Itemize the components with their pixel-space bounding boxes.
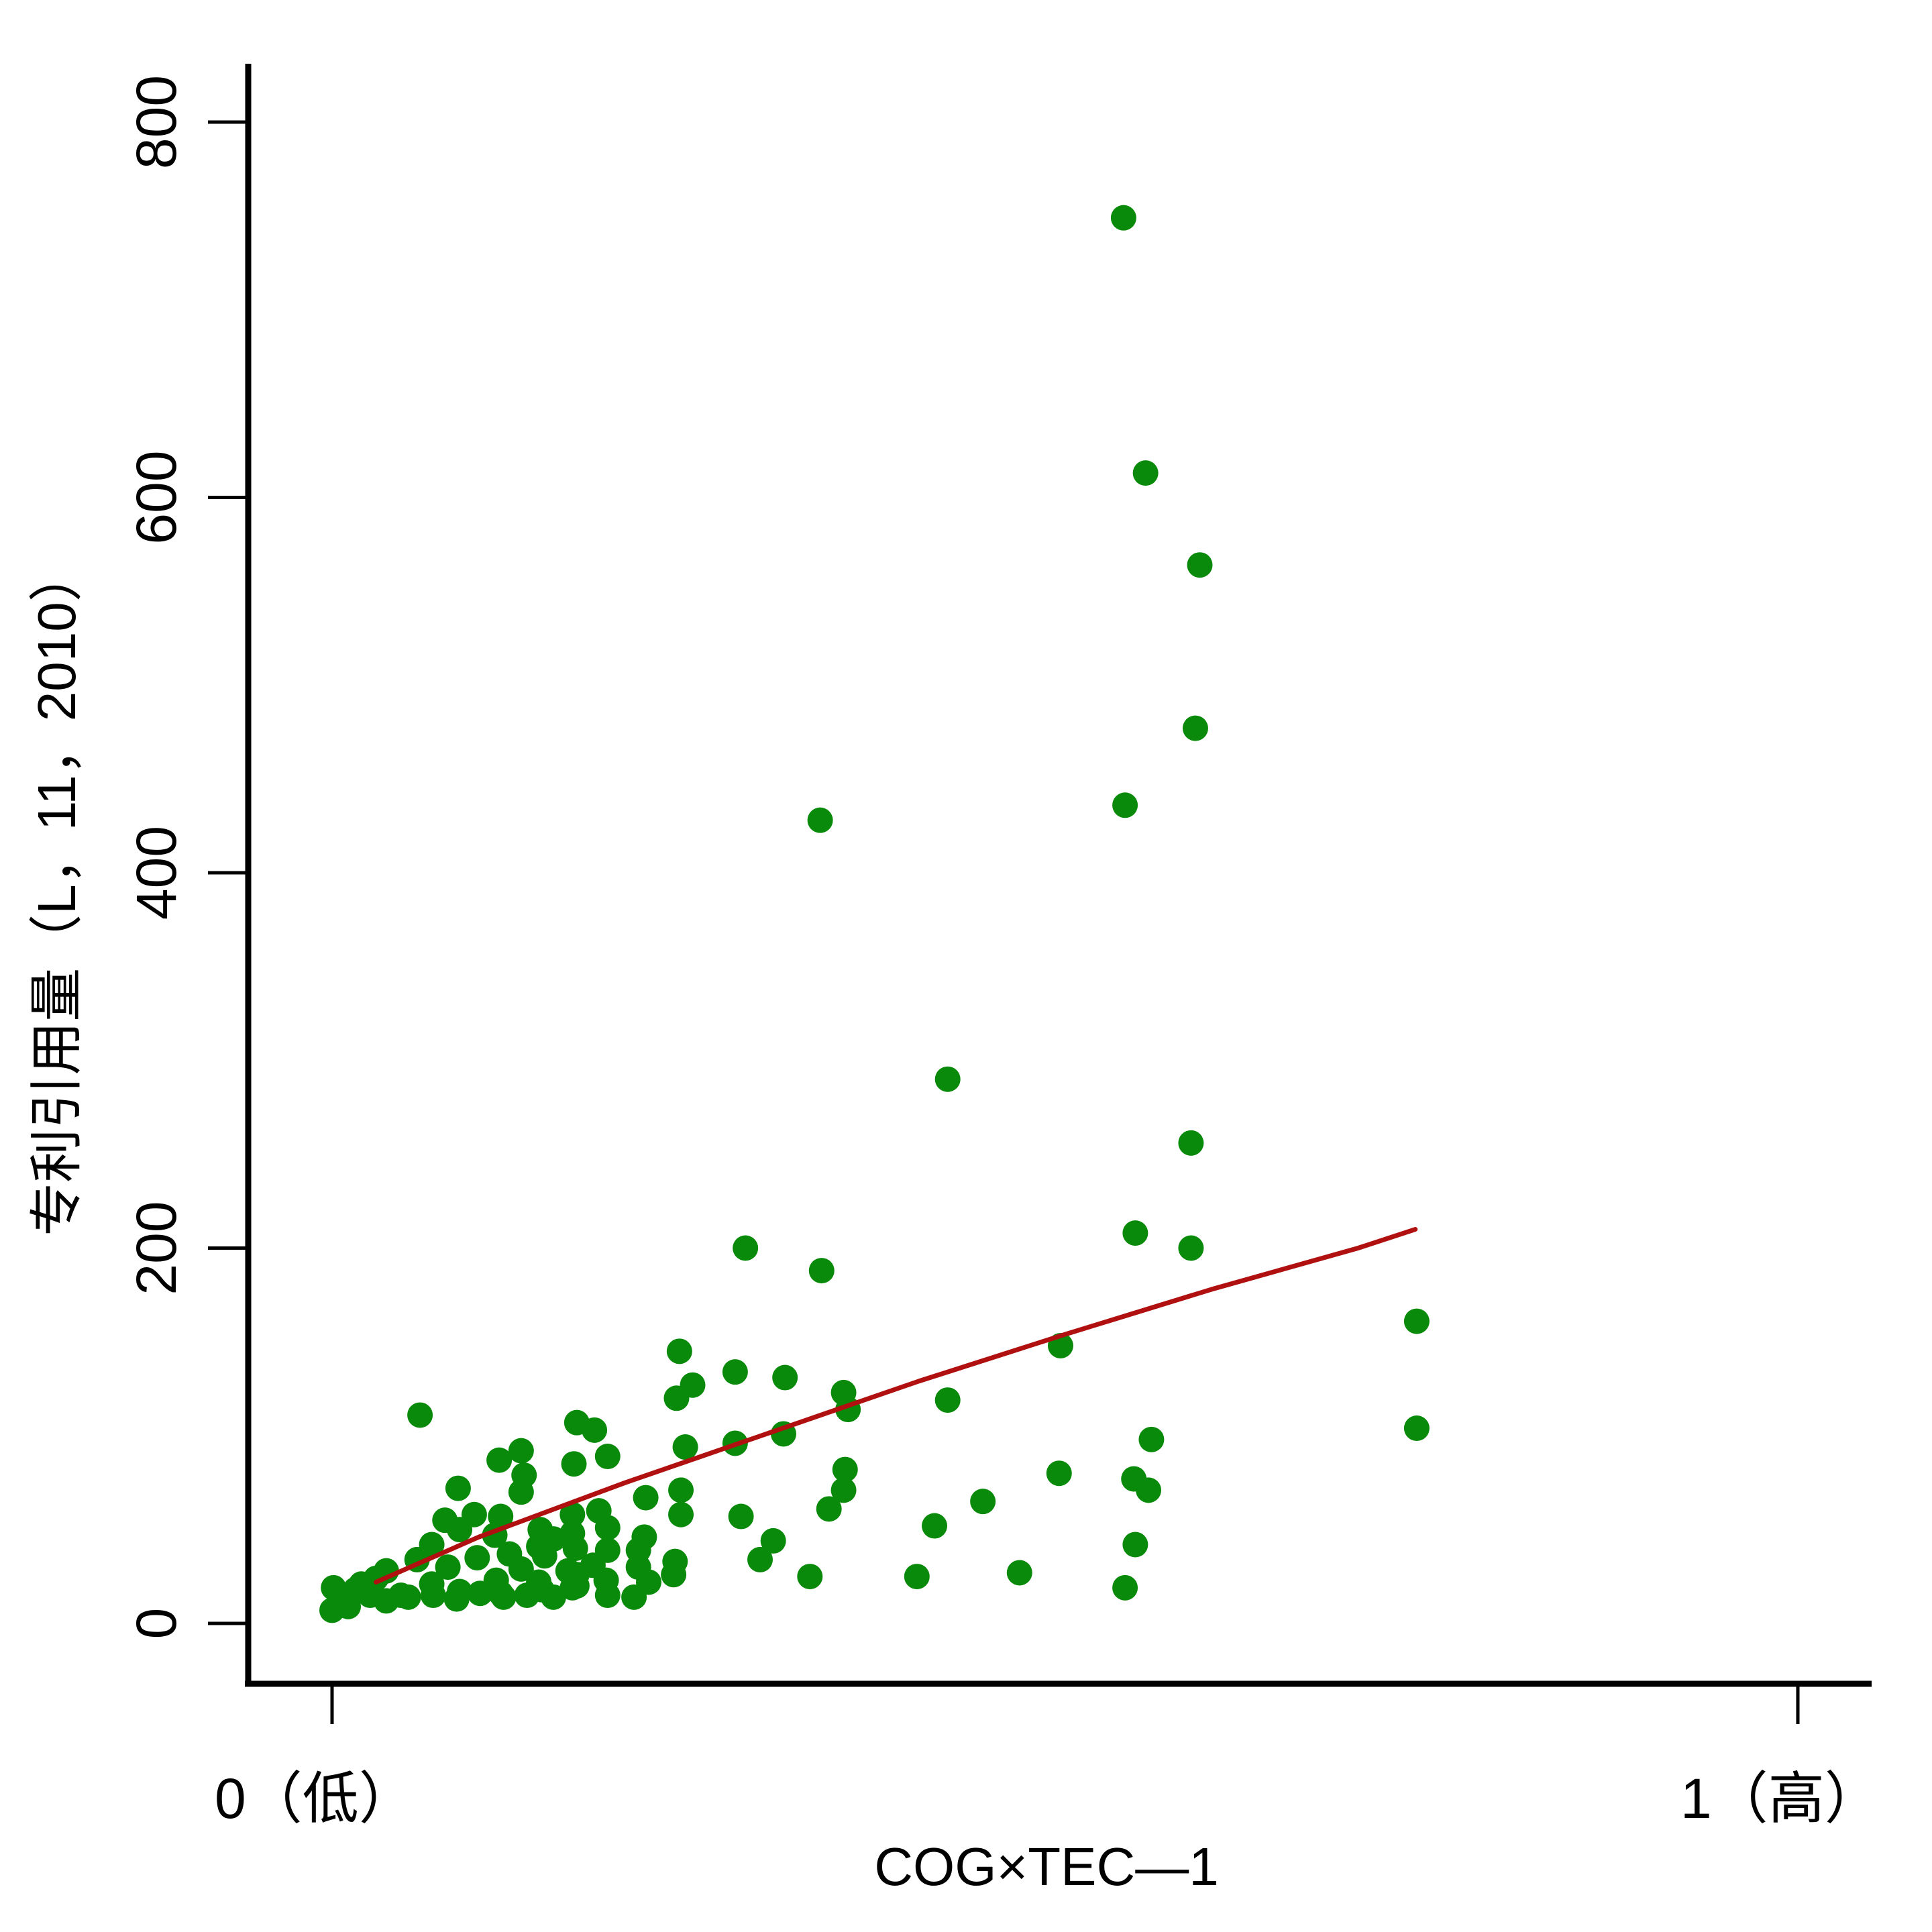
data-point <box>594 1582 621 1609</box>
data-point <box>733 1235 759 1261</box>
data-point <box>663 1385 690 1411</box>
data-point <box>467 1580 493 1607</box>
data-point <box>832 1456 858 1483</box>
data-point <box>531 1543 557 1569</box>
data-point <box>1046 1460 1072 1487</box>
data-point <box>633 1485 659 1511</box>
data-point <box>1403 1308 1430 1334</box>
data-point <box>747 1546 773 1572</box>
x-axis-ticks: 0（低） 1（高） <box>215 1684 1881 1830</box>
data-point <box>1132 460 1159 486</box>
data-point <box>934 1387 961 1413</box>
data-point <box>508 1479 534 1505</box>
x-tick-label: 1（高） <box>1680 1767 1881 1830</box>
data-point <box>760 1527 786 1554</box>
data-point <box>1112 792 1138 818</box>
data-point <box>561 1451 587 1477</box>
data-point <box>1182 715 1208 741</box>
data-point <box>395 1584 421 1610</box>
data-point <box>514 1582 540 1609</box>
y-tick-label: 800 <box>125 75 188 169</box>
y-axis-title: 专利引用量（L，11，2010） <box>27 548 87 1236</box>
data-point <box>582 1417 608 1443</box>
data-point <box>1110 205 1136 231</box>
y-tick-label: 600 <box>125 450 188 544</box>
data-point <box>594 1444 621 1470</box>
data-point <box>1178 1130 1204 1156</box>
data-point <box>508 1556 534 1582</box>
data-point <box>934 1066 961 1092</box>
data-point <box>1136 1477 1162 1503</box>
data-point <box>443 1586 470 1612</box>
data-point <box>808 1258 835 1284</box>
data-point <box>666 1338 692 1364</box>
y-axis-ticks: 0 200 400 600 800 <box>125 75 248 1639</box>
data-point <box>970 1489 996 1515</box>
fit-curve <box>374 1227 1418 1585</box>
data-point <box>668 1477 694 1503</box>
data-point <box>508 1438 534 1464</box>
data-point <box>559 1574 586 1601</box>
data-point <box>1122 1532 1148 1558</box>
y-tick-label: 200 <box>125 1201 188 1295</box>
data-point <box>420 1582 446 1609</box>
data-point <box>490 1584 517 1610</box>
data-point <box>1187 552 1213 578</box>
data-point <box>807 807 833 833</box>
data-point <box>797 1564 823 1590</box>
data-point <box>661 1562 687 1588</box>
data-point <box>1138 1426 1165 1452</box>
data-point <box>1006 1560 1032 1586</box>
data-point <box>1112 1574 1138 1601</box>
data-point <box>816 1496 842 1522</box>
data-point <box>830 1477 857 1503</box>
plot-area: 0 200 400 600 800 0（低） 1（高） <box>125 64 1881 1830</box>
data-point <box>407 1402 433 1428</box>
data-point <box>1122 1220 1148 1246</box>
scatter-points <box>319 205 1430 1623</box>
data-point <box>922 1513 948 1539</box>
x-axis-title: COG×TEC—1 <box>874 1837 1218 1896</box>
data-point <box>668 1501 694 1527</box>
y-tick-label: 0 <box>125 1608 188 1640</box>
data-point <box>672 1434 698 1460</box>
data-point <box>722 1359 748 1385</box>
data-point <box>594 1515 621 1541</box>
data-point <box>445 1475 471 1501</box>
data-point <box>464 1545 490 1571</box>
data-point <box>772 1364 798 1391</box>
data-point <box>904 1564 930 1590</box>
data-point <box>621 1584 647 1610</box>
data-point <box>1403 1415 1430 1442</box>
x-tick-label: 0（低） <box>215 1767 415 1830</box>
data-point <box>486 1447 513 1473</box>
data-point <box>559 1501 586 1527</box>
y-tick-label: 400 <box>125 826 188 920</box>
data-point <box>335 1593 362 1619</box>
data-point <box>447 1517 473 1543</box>
data-point <box>540 1584 566 1610</box>
data-point <box>728 1503 754 1529</box>
data-point <box>1178 1235 1204 1261</box>
data-point <box>562 1536 588 1562</box>
data-point <box>435 1554 461 1580</box>
data-point <box>373 1588 399 1614</box>
